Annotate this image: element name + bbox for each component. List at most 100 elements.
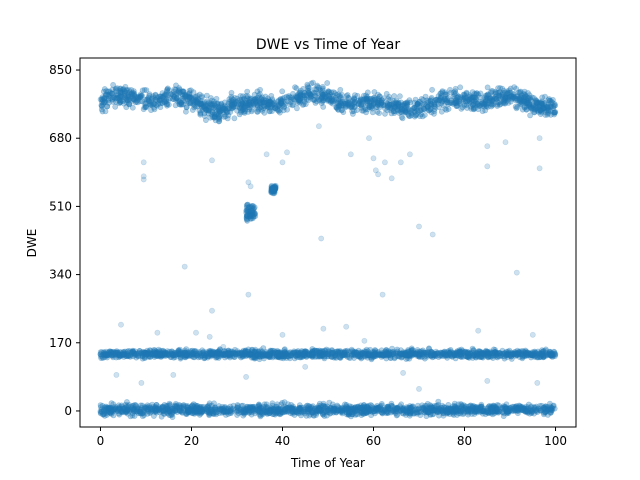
data-point: [318, 95, 324, 102]
data-point: [153, 102, 160, 108]
data-point: [266, 108, 273, 115]
data-point: [201, 99, 208, 106]
data-point: [351, 96, 357, 103]
data-point: [114, 95, 120, 101]
data-point: [263, 99, 270, 106]
data-point: [364, 404, 371, 411]
data-point: [457, 84, 464, 91]
data-point: [406, 97, 413, 104]
data-point: [118, 89, 124, 96]
data-point: [513, 96, 520, 102]
data-point: [543, 109, 549, 116]
data-point: [103, 91, 110, 98]
data-point: [551, 109, 557, 116]
data-point: [427, 352, 434, 359]
data-point: [383, 346, 390, 353]
data-point: [325, 97, 331, 103]
data-point: [362, 106, 369, 113]
data-point: [456, 95, 463, 102]
data-point: [105, 97, 112, 104]
x-tick-label: 100: [544, 434, 567, 448]
data-point: [453, 99, 460, 106]
x-tick-label: 20: [184, 434, 199, 448]
x-axis: 0 20 40 60 80 100: [97, 427, 567, 448]
data-point: [118, 321, 124, 328]
data-point: [314, 83, 321, 90]
data-point: [120, 86, 127, 93]
data-point: [363, 96, 370, 103]
data-point: [349, 108, 356, 115]
data-point: [311, 89, 317, 96]
data-point: [238, 409, 245, 416]
data-point: [525, 401, 532, 408]
data-point: [222, 113, 229, 120]
data-point: [225, 105, 232, 112]
data-point: [484, 377, 491, 384]
data-point: [358, 404, 364, 411]
data-point: [463, 102, 470, 108]
data-point: [294, 409, 301, 416]
data-point: [177, 349, 184, 356]
data-point: [139, 87, 146, 94]
data-point: [463, 90, 470, 97]
data-point: [242, 103, 249, 110]
data-point: [501, 98, 508, 105]
data-point: [501, 353, 508, 360]
data-point: [157, 104, 164, 111]
data-point: [366, 103, 373, 109]
data-point: [379, 291, 386, 298]
data-point: [131, 92, 137, 99]
data-point: [267, 101, 274, 108]
data-point: [545, 105, 551, 111]
data-point: [374, 101, 381, 108]
data-point: [257, 86, 263, 93]
data-point: [515, 93, 521, 100]
data-point: [187, 93, 193, 100]
data-point: [511, 84, 518, 90]
data-point: [216, 107, 222, 113]
data-point: [277, 96, 284, 103]
data-point: [419, 101, 425, 107]
data-point: [517, 101, 524, 108]
data-point: [223, 103, 230, 110]
data-point: [461, 92, 468, 99]
data-point: [387, 97, 393, 103]
data-point: [175, 98, 181, 105]
data-point: [115, 94, 121, 101]
data-point: [484, 84, 491, 91]
data-point: [338, 106, 345, 113]
data-point: [401, 100, 408, 107]
data-point: [533, 105, 540, 111]
data-point: [286, 101, 293, 108]
data-point: [230, 96, 236, 103]
data-point: [361, 337, 368, 344]
data-point: [370, 100, 377, 107]
data-point: [215, 101, 222, 107]
data-point: [260, 351, 267, 358]
data-point: [254, 108, 261, 115]
data-point: [119, 94, 126, 101]
data-point: [207, 95, 214, 101]
data-point: [339, 98, 346, 105]
data-point: [521, 92, 528, 98]
data-point: [275, 108, 282, 114]
data-point: [402, 108, 409, 114]
data-point: [368, 104, 374, 111]
data-point: [487, 95, 494, 102]
data-point: [546, 96, 552, 102]
data-point: [148, 96, 155, 102]
data-point: [482, 101, 489, 107]
data-point: [323, 412, 330, 419]
data-point: [116, 97, 122, 104]
data-point: [392, 104, 399, 110]
data-point: [187, 99, 194, 106]
data-point: [390, 351, 397, 357]
data-point: [232, 98, 239, 105]
data-point: [259, 107, 266, 114]
data-point: [182, 92, 189, 99]
data-point: [421, 112, 428, 118]
data-point: [517, 89, 523, 96]
data-point: [351, 95, 357, 101]
